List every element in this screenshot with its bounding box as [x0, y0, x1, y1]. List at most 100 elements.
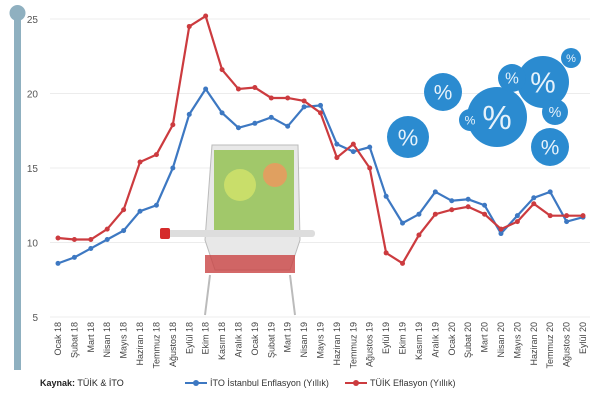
x-tick-label: Ocak 20	[447, 322, 457, 356]
x-tick-label: Şubat 19	[266, 322, 276, 358]
data-point	[285, 95, 291, 101]
data-point	[416, 211, 422, 217]
data-point	[137, 208, 143, 214]
x-tick-label: Mayıs 18	[119, 322, 129, 359]
shopping-cart-image	[160, 144, 315, 316]
data-point	[186, 111, 192, 117]
x-tick-label: Nisan 20	[496, 322, 506, 358]
data-point	[350, 149, 356, 155]
x-tick-label: Aralık 19	[430, 322, 440, 358]
y-tick-label: 25	[27, 15, 39, 26]
y-tick-label: 5	[32, 313, 38, 324]
data-point	[367, 165, 373, 171]
data-point	[334, 155, 340, 161]
x-tick-label: Temmuz 18	[151, 322, 161, 369]
data-point	[400, 220, 406, 226]
x-tick-label: Ocak 18	[53, 322, 63, 356]
data-point	[203, 86, 209, 92]
x-tick-label: Mart 18	[86, 322, 96, 353]
data-point	[416, 232, 422, 238]
data-point	[153, 152, 159, 158]
percent-bubble-icon: %	[531, 128, 569, 166]
data-point	[547, 189, 553, 195]
data-point	[465, 196, 471, 202]
data-point	[235, 125, 241, 131]
data-point	[564, 213, 570, 219]
left-accent-bar	[14, 8, 21, 370]
x-tick-label: Aralık 18	[233, 322, 243, 358]
data-point	[268, 114, 274, 120]
data-point	[514, 219, 520, 225]
x-tick-label: Ekim 19	[398, 322, 408, 355]
x-tick-label: Temmuz 20	[545, 322, 555, 369]
data-point	[318, 110, 323, 116]
x-tick-label: Kasım 18	[217, 322, 227, 360]
data-point	[285, 123, 291, 129]
x-tick-label: Haziran 19	[332, 322, 342, 366]
data-point	[383, 193, 389, 199]
data-point	[564, 219, 570, 225]
data-point	[71, 254, 77, 260]
data-point	[186, 23, 192, 29]
x-tick-label: Haziran 20	[529, 322, 539, 366]
data-point	[55, 260, 61, 266]
data-point	[301, 98, 307, 104]
data-point	[71, 237, 77, 243]
y-tick-label: 15	[27, 164, 39, 175]
data-point	[268, 95, 274, 101]
legend-swatch-tuik	[345, 380, 367, 386]
svg-text:%: %	[398, 124, 419, 150]
x-tick-label: Ocak 19	[250, 322, 260, 356]
data-point	[482, 211, 488, 217]
data-point	[449, 198, 455, 204]
data-point	[55, 235, 61, 241]
svg-text:%: %	[465, 113, 476, 127]
data-point	[104, 226, 110, 232]
x-tick-label: Şubat 20	[463, 322, 473, 358]
x-tick-label: Mart 20	[480, 322, 490, 353]
x-tick-label: Şubat 18	[69, 322, 79, 358]
x-tick-label: Eylül 19	[381, 322, 391, 354]
x-tick-label: Ağustos 19	[365, 322, 375, 367]
data-point	[432, 211, 438, 217]
data-point	[514, 213, 520, 219]
data-point	[498, 226, 504, 232]
svg-text:%: %	[549, 105, 562, 121]
legend-swatch-ito	[185, 380, 207, 386]
data-point	[367, 144, 373, 150]
data-point	[301, 104, 307, 110]
data-point	[104, 237, 110, 243]
data-point	[121, 228, 127, 234]
data-point	[350, 141, 356, 147]
source-value: TÜİK & İTO	[77, 378, 124, 388]
percent-bubble-icon: %	[542, 99, 568, 125]
data-point	[219, 110, 225, 116]
x-tick-label: Mayıs 20	[512, 322, 522, 359]
x-tick-label: Mart 19	[283, 322, 293, 353]
data-point	[203, 13, 209, 19]
x-tick-label: Mayıs 19	[316, 322, 326, 359]
data-point	[580, 213, 586, 219]
data-point	[252, 85, 258, 91]
svg-text:%: %	[566, 53, 576, 65]
y-tick-label: 10	[27, 239, 39, 250]
x-tick-label: Eylül 18	[184, 322, 194, 354]
data-point	[498, 231, 504, 237]
svg-text:%: %	[482, 99, 511, 136]
x-tick-label: Haziran 18	[135, 322, 145, 366]
data-point	[432, 189, 438, 195]
legend-label-tuik: TÜİK Eflasyon (Yıllık)	[370, 378, 456, 388]
x-tick-label: Ekim 18	[201, 322, 211, 355]
svg-text:%: %	[434, 82, 453, 105]
percent-bubble-icon: %	[459, 109, 481, 131]
left-accent-dot	[9, 5, 26, 21]
legend-tuik: TÜİK Eflasyon (Yıllık)	[345, 378, 456, 388]
x-tick-label: Eylül 20	[578, 322, 588, 354]
x-tick-label: Kasım 19	[414, 322, 424, 360]
data-point	[219, 67, 225, 73]
data-point	[334, 141, 340, 147]
svg-text:%: %	[541, 137, 560, 160]
svg-text:%: %	[530, 67, 555, 99]
data-point	[88, 237, 94, 243]
